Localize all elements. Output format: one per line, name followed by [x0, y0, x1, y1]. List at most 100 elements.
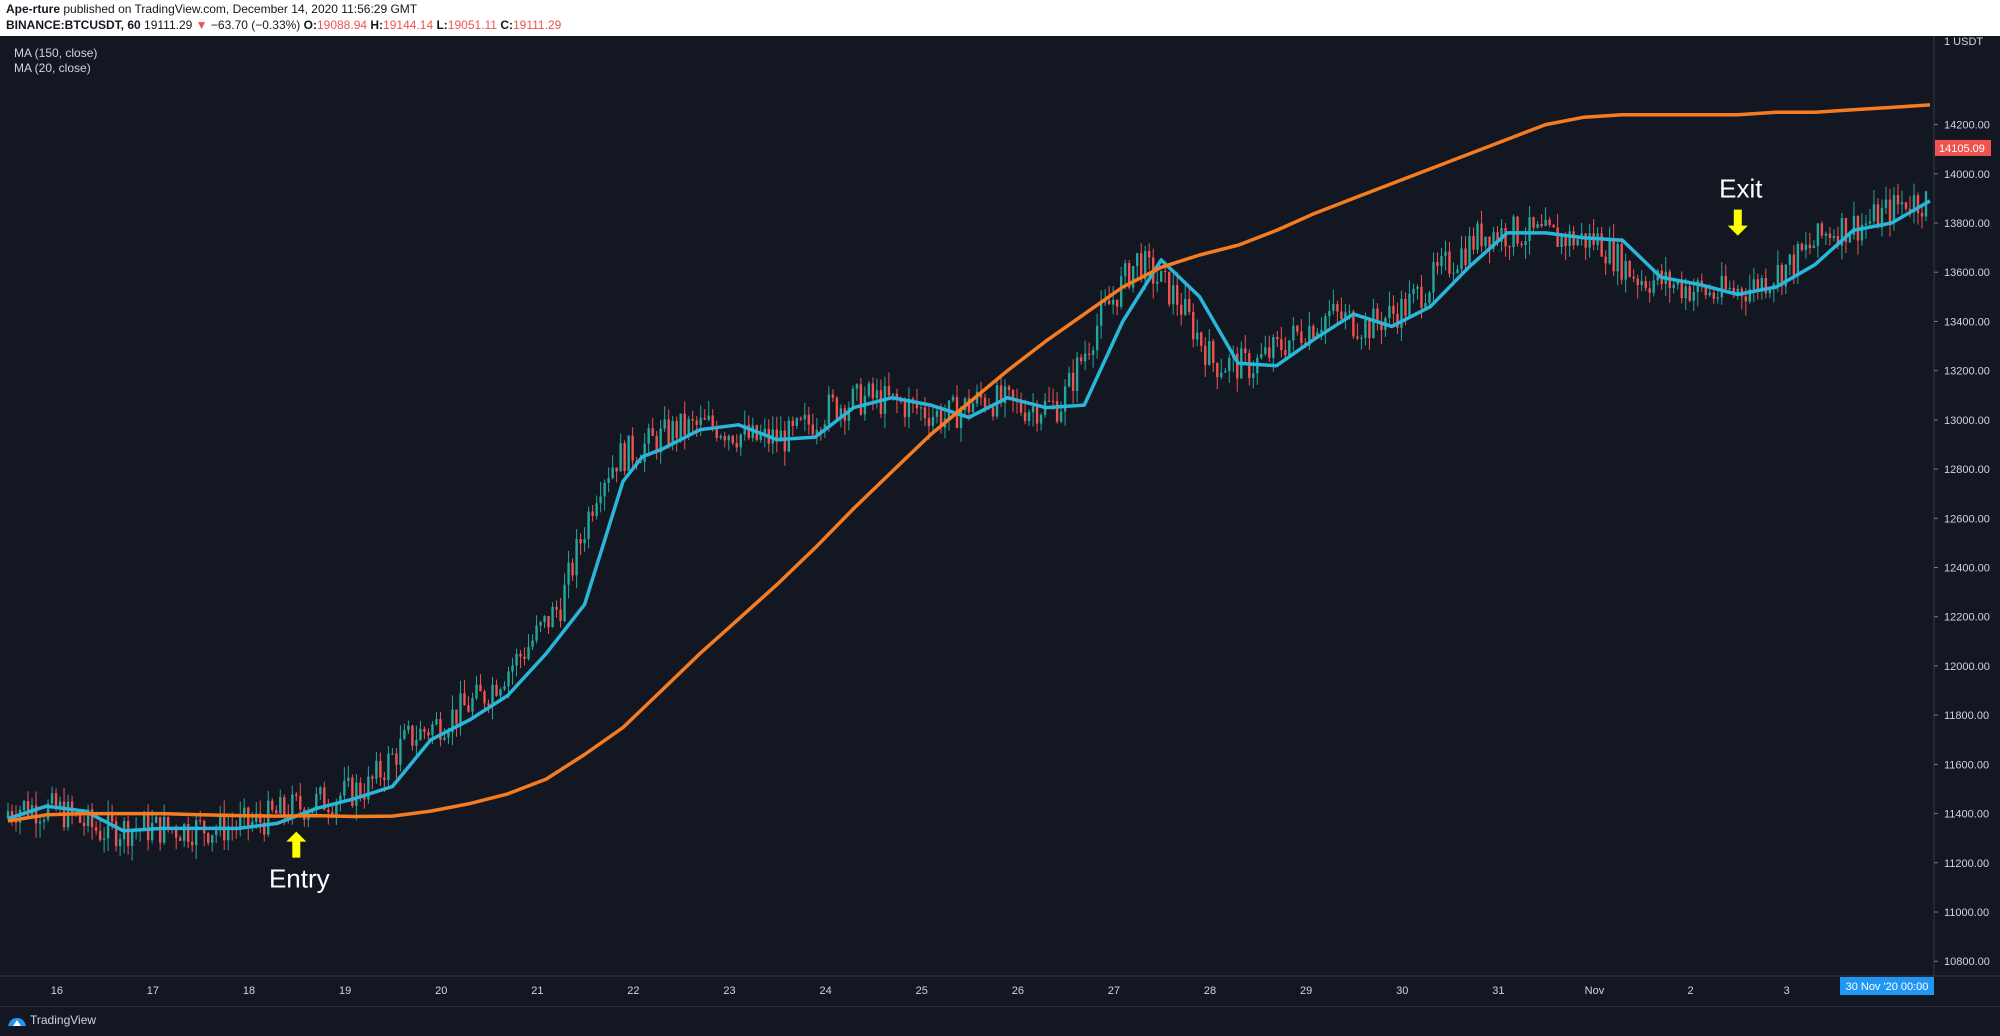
price-chart[interactable]: 10800.00 11000.00 11200.00 11400.00 11600.00…: [0, 36, 2000, 1006]
author-name[interactable]: Ape-rture: [6, 2, 61, 16]
candle-body: [1536, 224, 1539, 228]
candle-body: [1196, 332, 1199, 340]
candle-body: [531, 640, 534, 647]
candle-body: [1372, 308, 1375, 339]
candle-body: [631, 435, 634, 461]
candle-body: [70, 801, 74, 814]
candle-body: [82, 822, 86, 827]
candle-body: [679, 413, 682, 439]
candle-body: [903, 401, 907, 418]
candle-body: [719, 436, 722, 438]
candle-body: [815, 430, 819, 435]
candle-body: [1788, 254, 1792, 265]
candle-body: [827, 394, 831, 425]
candle-body: [251, 821, 254, 827]
candle-body: [335, 802, 338, 815]
candle-body: [675, 421, 678, 439]
y-tick-label: 12400.00: [1944, 563, 1990, 575]
candle-body: [619, 443, 622, 472]
y-tick-label: 12800.00: [1944, 464, 1990, 476]
candle-body: [743, 424, 746, 435]
candle-body: [1344, 312, 1347, 319]
tradingview-brand[interactable]: TradingView: [30, 1013, 97, 1027]
candle-body: [1584, 233, 1587, 248]
candle-body: [1268, 347, 1271, 358]
candle-body: [1828, 233, 1832, 238]
ma20-line[interactable]: [7, 199, 1931, 833]
candle-body: [683, 413, 686, 435]
candle-body: [623, 443, 626, 471]
candle-body: [379, 760, 382, 778]
candle-body: [551, 606, 554, 628]
candle-body: [1760, 278, 1764, 292]
candle-body: [475, 684, 478, 699]
candle-body: [699, 417, 702, 425]
legend-ma20[interactable]: MA (20, close): [14, 61, 91, 75]
candle-body: [1091, 350, 1095, 355]
candle-body: [174, 828, 178, 838]
candle-body: [783, 430, 787, 452]
chart-area[interactable]: 10800.00 11000.00 11200.00 11400.00 11600.00…: [0, 36, 2000, 1006]
candle-body: [1460, 248, 1463, 270]
y-tick-label: 12600.00: [1944, 513, 1990, 525]
y-tick-label: 13400.00: [1944, 316, 1990, 328]
high-value: 19144.14: [383, 18, 434, 32]
candle-body: [431, 724, 434, 736]
candle-body: [407, 725, 410, 731]
candle-body: [471, 698, 474, 712]
candle-body: [1444, 251, 1447, 256]
candle-body: [691, 419, 694, 421]
candle-body: [1880, 207, 1884, 228]
candle-body: [891, 393, 895, 396]
candle-body: [395, 753, 398, 765]
y-tick-label: 14000.00: [1944, 169, 1990, 181]
legend-ma150[interactable]: MA (150, close): [14, 46, 98, 60]
candle-body: [1480, 223, 1483, 247]
candle-body: [6, 811, 10, 819]
candle-body: [90, 809, 94, 828]
candle-body: [319, 787, 322, 794]
candle-body: [1400, 298, 1403, 328]
candle-body: [110, 814, 114, 822]
candle-body: [1200, 332, 1203, 346]
candle-body: [387, 753, 390, 781]
candle-body: [1708, 292, 1711, 296]
candle-body: [795, 418, 799, 427]
candle-body: [671, 421, 674, 445]
candle-body: [1115, 299, 1119, 307]
candle-body: [1712, 292, 1715, 299]
candle-body: [243, 807, 246, 816]
open-label: O:: [303, 18, 317, 32]
candle-body: [1696, 280, 1699, 292]
candle-body: [1920, 212, 1924, 217]
candle-body: [1756, 279, 1760, 292]
candle-body: [1784, 264, 1788, 287]
candle-body: [331, 812, 334, 815]
candle-body: [1160, 270, 1163, 282]
candle-body: [295, 794, 298, 797]
candle-body: [1600, 233, 1603, 257]
candle-body: [1588, 233, 1591, 248]
candle-body: [1208, 340, 1211, 365]
x-tick-label: 2: [1687, 985, 1693, 997]
candle-body: [1604, 256, 1607, 264]
currency-label: 1 USDT: [1944, 36, 1983, 48]
ma150-line[interactable]: [7, 103, 1931, 823]
candle-body: [639, 461, 642, 463]
candle-body: [50, 793, 54, 804]
candle-body: [503, 686, 506, 690]
candle-body: [1892, 195, 1896, 224]
x-tick-label: 31: [1492, 985, 1504, 997]
candle-body: [687, 419, 690, 435]
candle-body: [727, 435, 730, 441]
candle-body: [1143, 251, 1147, 280]
candle-body: [1131, 265, 1135, 288]
candle-body: [1424, 302, 1427, 308]
candle-body: [1576, 239, 1579, 246]
candle-body: [871, 383, 875, 399]
candle-body: [1768, 288, 1772, 294]
candle-body: [1532, 217, 1535, 228]
candle-body: [1812, 245, 1816, 248]
candle-body: [1127, 263, 1131, 288]
candle-body: [1107, 300, 1111, 305]
